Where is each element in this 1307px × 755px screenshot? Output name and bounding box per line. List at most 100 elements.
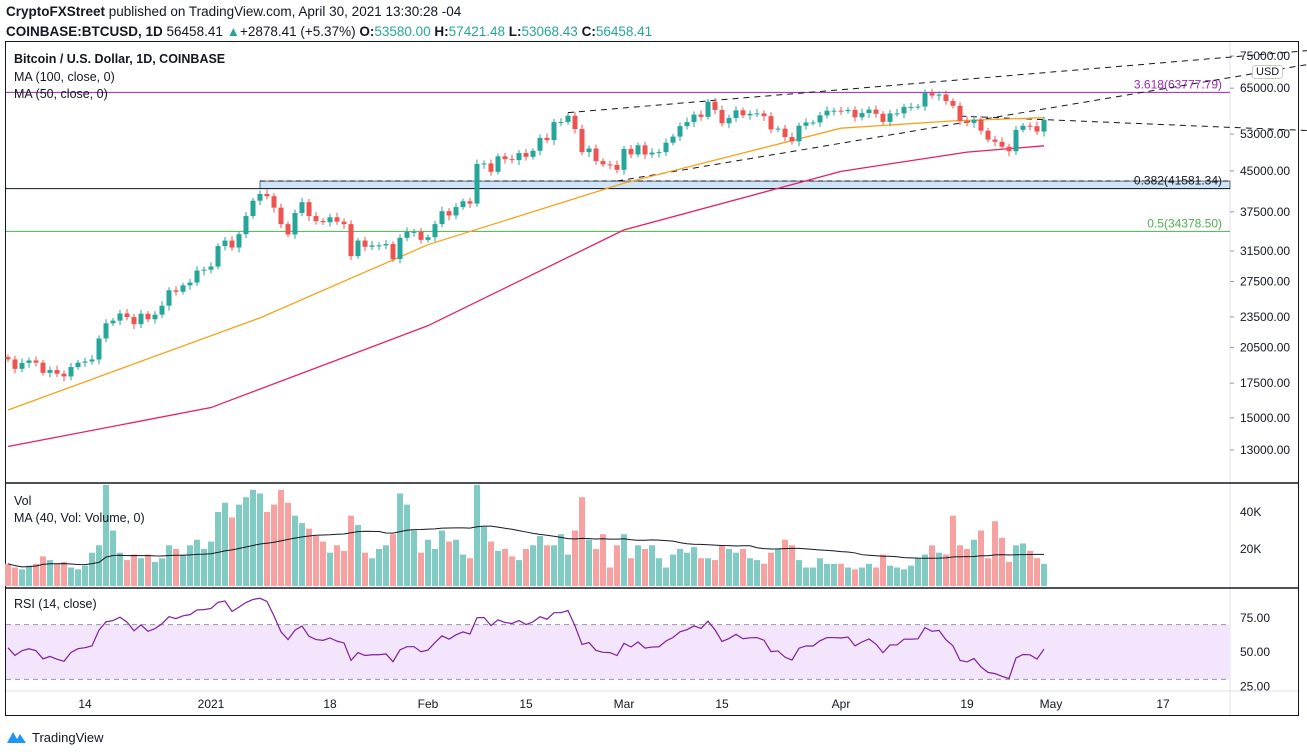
candle-body <box>880 113 886 122</box>
volume-bar <box>47 560 53 586</box>
rsi-tick-label: 50.00 <box>1240 645 1270 659</box>
candle-body <box>922 93 928 107</box>
candle-body <box>824 110 830 116</box>
volume-bar <box>397 493 403 586</box>
candle-body <box>992 139 998 142</box>
candle-body <box>572 115 578 130</box>
low-label: L: <box>508 24 522 39</box>
currency-badge[interactable]: USD <box>1252 65 1284 79</box>
volume-bar <box>768 552 774 586</box>
volume-bar <box>691 547 697 586</box>
volume-bar <box>278 489 284 586</box>
author[interactable]: CryptoFXStreet <box>6 4 106 19</box>
volume-bar <box>5 563 11 586</box>
volume-bar <box>376 549 382 586</box>
rsi-line <box>7 597 1045 680</box>
volume-bar <box>810 567 816 586</box>
footer-brand[interactable]: TradingView <box>6 729 104 745</box>
candle-body <box>691 114 697 123</box>
volume-bar <box>138 558 144 586</box>
volume-bar <box>89 552 95 586</box>
volume-bar <box>670 554 676 586</box>
volume-bar <box>313 536 319 586</box>
candle-body <box>285 224 291 235</box>
volume-bar <box>845 567 851 586</box>
candle-body <box>789 137 795 142</box>
candle-body <box>278 207 284 225</box>
ohlc-header: COINBASE:BTCUSD, 1D 56458.41 ▲+2878.41 (… <box>6 24 652 39</box>
candle-body <box>110 320 116 324</box>
volume-bar <box>579 497 585 586</box>
legend-ma100[interactable]: MA (100, close, 0) <box>14 70 115 84</box>
candle-body <box>159 305 165 315</box>
time-tick-label: 18 <box>323 697 337 711</box>
candle-body <box>138 313 144 325</box>
candle-body <box>488 163 494 172</box>
time-tick-label: 17 <box>1156 697 1170 711</box>
symbol: COINBASE:BTCUSD, 1D <box>6 24 163 39</box>
legend-vol[interactable]: Vol <box>14 494 32 508</box>
volume-bar <box>852 569 858 586</box>
candle-body <box>26 360 32 363</box>
candle-body <box>600 161 606 165</box>
candle-body <box>362 240 368 247</box>
candle-body <box>334 217 340 222</box>
publish-info: CryptoFXStreet published on TradingView.… <box>6 4 461 19</box>
open-label: O: <box>359 24 375 39</box>
candle-body <box>89 359 95 362</box>
volume-bar <box>131 554 137 586</box>
volume-bar <box>551 545 557 586</box>
price-tick-label: 65000.00 <box>1240 81 1290 95</box>
candle-body <box>250 200 256 217</box>
volume-bar <box>978 530 984 586</box>
legend-ma50[interactable]: MA (50, close, 0) <box>14 87 108 101</box>
candle-body <box>761 113 767 117</box>
candle-body <box>670 136 676 143</box>
trendline <box>567 50 1307 114</box>
volume-bar <box>285 502 291 586</box>
volume-bar <box>936 552 942 586</box>
candle-body <box>1041 119 1047 132</box>
legend-vol-ma[interactable]: MA (40, Vol: Volume, 0) <box>14 511 145 525</box>
volume-bar <box>537 536 543 586</box>
candle-body <box>54 370 60 374</box>
volume-bar <box>1006 561 1012 586</box>
time-tick-label: Feb <box>418 697 439 711</box>
volume-bar <box>530 545 536 586</box>
price-tick-label: 45000.00 <box>1240 164 1290 178</box>
volume-bar <box>824 563 830 586</box>
volume-bar <box>145 554 151 586</box>
candle-body <box>222 240 228 247</box>
candle-body <box>82 361 88 363</box>
candle-body <box>215 246 221 267</box>
candle-body <box>747 113 753 116</box>
volume-bar <box>383 545 389 586</box>
volume-bar <box>341 550 347 586</box>
volume-bar <box>61 561 67 586</box>
volume-tick-label: 20K <box>1240 542 1261 556</box>
candle-body <box>264 193 270 197</box>
time-tick-label: 2021 <box>198 697 225 711</box>
candle-body <box>551 122 557 141</box>
volume-bar <box>929 545 935 586</box>
volume-bar <box>432 549 438 586</box>
chart-frame[interactable] <box>5 41 1299 716</box>
candle-body <box>194 270 200 283</box>
time-tick-label: Apr <box>832 697 851 711</box>
volume-bar <box>19 569 25 586</box>
volume-bar <box>250 489 256 586</box>
time-tick-label: 15 <box>519 697 533 711</box>
candle-body <box>411 231 417 233</box>
volume-bar <box>775 549 781 586</box>
volume-bar <box>334 545 340 586</box>
volume-bar <box>971 539 977 586</box>
candle-body <box>19 362 25 369</box>
candle-body <box>957 105 963 121</box>
candle-body <box>152 314 158 320</box>
legend-rsi[interactable]: RSI (14, close) <box>14 597 97 611</box>
volume-bar <box>908 565 914 586</box>
volume-bar <box>425 539 431 586</box>
candle-body <box>628 148 634 155</box>
candle-body <box>901 106 907 114</box>
